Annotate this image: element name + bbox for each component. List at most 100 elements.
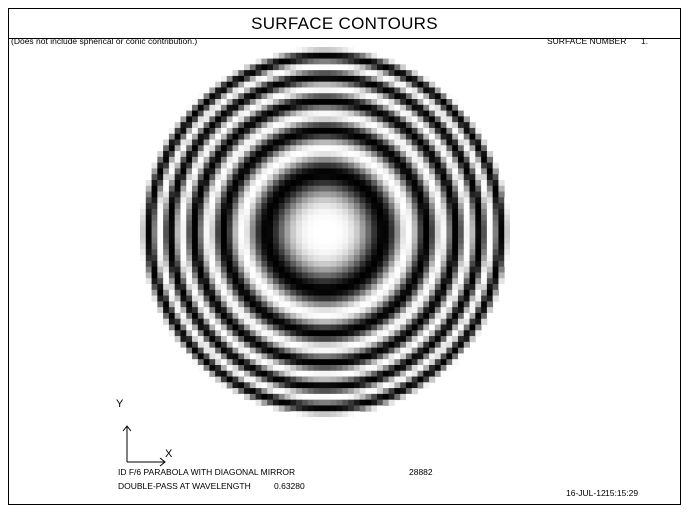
- fringe-cell: [192, 156, 199, 164]
- fringe-cell: [220, 145, 228, 152]
- fringe-cell: [417, 139, 424, 146]
- fringe-cell: [244, 203, 251, 210]
- fringe-cell: [140, 243, 147, 250]
- fringe-cell: [440, 203, 447, 210]
- fringe-cell: [394, 330, 401, 337]
- fringe-cell: [255, 104, 262, 111]
- fringe-cell: [353, 353, 361, 360]
- fringe-cell: [382, 295, 389, 302]
- fringe-cell: [244, 324, 251, 331]
- fringe-cell: [301, 249, 309, 256]
- fringe-cell: [377, 284, 384, 291]
- fringe-cell: [394, 156, 401, 164]
- fringe-cell: [423, 312, 430, 320]
- fringe-cell: [325, 127, 332, 135]
- fringe-cell: [377, 312, 384, 320]
- fringe-cell: [163, 301, 170, 308]
- fringe-cell: [220, 127, 228, 135]
- fringe-cell: [486, 220, 494, 227]
- fringe-cell: [353, 411, 361, 417]
- fringe-cell: [238, 110, 245, 117]
- fringe-cell: [481, 312, 488, 320]
- fringe-cell: [232, 168, 239, 175]
- fringe-cell: [232, 301, 239, 308]
- fringe-cell: [203, 272, 210, 279]
- fringe-cell: [417, 145, 424, 152]
- fringe-cell: [325, 99, 332, 106]
- fringe-cell: [301, 64, 309, 71]
- fringe-cell: [168, 266, 176, 273]
- fringe-cell: [209, 116, 216, 123]
- fringe-cell: [232, 133, 239, 140]
- fringe-cell: [301, 145, 309, 152]
- fringe-cell: [342, 347, 349, 354]
- fringe-cell: [192, 284, 199, 291]
- fringe-cell: [215, 289, 222, 296]
- fringe-cell: [145, 220, 152, 227]
- fringe-cell: [313, 208, 320, 216]
- fringe-cell: [238, 255, 245, 262]
- fringe-cell: [192, 110, 199, 117]
- fringe-cell: [186, 220, 193, 227]
- fringe-cell: [284, 104, 291, 111]
- fringe-cell: [440, 151, 447, 158]
- fringe-cell: [475, 260, 482, 268]
- fringe-cell: [278, 243, 285, 250]
- fringe-cell: [296, 226, 303, 233]
- fringe-cell: [377, 359, 384, 366]
- fringe-cell: [197, 226, 204, 233]
- fringe-cell: [296, 336, 303, 343]
- fringe-cell: [348, 411, 355, 417]
- wavelength-label: DOUBLE-PASS AT WAVELENGTH: [118, 481, 251, 491]
- fringe-cell: [400, 168, 407, 175]
- fringe-cell: [365, 197, 372, 204]
- fringe-cell: [457, 151, 465, 158]
- fringe-cell: [359, 58, 366, 65]
- fringe-cell: [261, 70, 268, 77]
- fringe-cell: [446, 185, 453, 192]
- fringe-cell: [353, 336, 361, 343]
- fringe-cell: [261, 399, 268, 406]
- fringe-cell: [174, 191, 181, 198]
- fringe-cell: [348, 139, 355, 146]
- fringe-cell: [180, 203, 187, 210]
- fringe-cell: [469, 243, 476, 250]
- fringe-cell: [388, 70, 395, 77]
- fringe-cell: [157, 260, 164, 268]
- fringe-cell: [151, 284, 158, 291]
- fringe-cell: [163, 174, 170, 181]
- fringe-cell: [272, 87, 280, 94]
- fringe-cell: [226, 307, 233, 314]
- fringe-cell: [486, 301, 494, 308]
- fringe-cell: [382, 156, 389, 164]
- fringe-cell: [272, 81, 280, 88]
- fringe-cell: [290, 382, 297, 389]
- fringe-cell: [278, 370, 285, 377]
- fringe-cell: [457, 116, 465, 123]
- fringe-cell: [336, 393, 343, 401]
- fringe-cell: [244, 116, 251, 123]
- fringe-cell: [249, 70, 257, 77]
- fringe-cell: [180, 324, 187, 331]
- fringe-cell: [342, 364, 349, 372]
- fringe-cell: [151, 237, 158, 244]
- fringe-cell: [301, 220, 309, 227]
- fringe-cell: [348, 93, 355, 100]
- fringe-cell: [348, 156, 355, 164]
- fringe-cell: [267, 156, 274, 164]
- fringe-cell: [469, 266, 476, 273]
- fringe-cell: [313, 237, 320, 244]
- fringe-cell: [411, 289, 418, 296]
- fringe-cell: [307, 174, 314, 181]
- fringe-cell: [319, 307, 326, 314]
- fringe-cell: [440, 341, 447, 349]
- fringe-cell: [400, 312, 407, 320]
- fringe-cell: [400, 203, 407, 210]
- fringe-cell: [388, 191, 395, 198]
- fringe-cell: [411, 197, 418, 204]
- fringe-cell: [278, 93, 285, 100]
- fringe-cell: [174, 324, 181, 331]
- fringe-cell: [417, 133, 424, 140]
- fringe-cell: [232, 226, 239, 233]
- fringe-cell: [157, 168, 164, 175]
